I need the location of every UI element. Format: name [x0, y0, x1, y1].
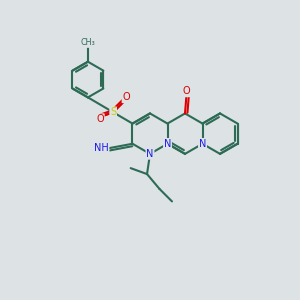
Text: S: S [110, 107, 116, 117]
Text: O: O [96, 114, 104, 124]
Text: N: N [164, 139, 171, 149]
Text: N: N [146, 149, 154, 159]
Text: O: O [183, 86, 190, 96]
Text: NH: NH [94, 143, 109, 153]
Text: O: O [122, 92, 130, 102]
Text: N: N [199, 139, 206, 149]
Text: CH₃: CH₃ [80, 38, 95, 47]
